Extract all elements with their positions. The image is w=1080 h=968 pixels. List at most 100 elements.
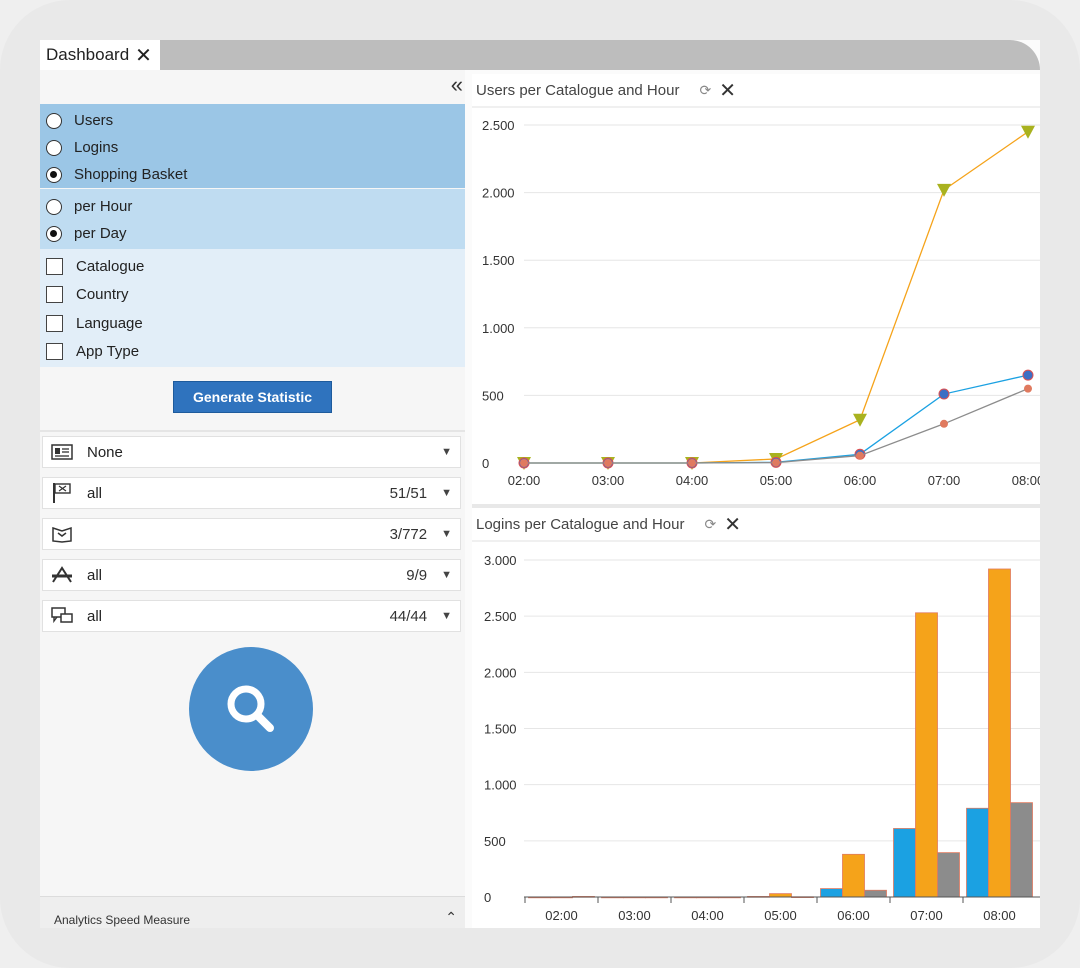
series-line xyxy=(524,374,1029,464)
chevron-down-icon[interactable]: ▼ xyxy=(441,487,452,499)
chevron-down-icon[interactable]: ▼ xyxy=(441,610,452,622)
app-screen: Dashboard ✕ « Users Logins Shopping Bask… xyxy=(40,40,1040,928)
data-point xyxy=(938,388,950,400)
checkbox-label: App Type xyxy=(76,343,140,360)
x-tick-label: 03:00 xyxy=(592,473,625,488)
x-tick-label: 06:00 xyxy=(837,908,870,923)
checkbox-icon xyxy=(46,286,63,303)
chevron-down-icon[interactable]: ▼ xyxy=(441,569,452,581)
refresh-icon[interactable]: ⟳ xyxy=(699,81,712,98)
data-point xyxy=(940,419,948,428)
y-tick-label: 2.000 xyxy=(482,186,515,201)
filter-count: 51/51 xyxy=(389,484,428,502)
tab-strip: Dashboard ✕ xyxy=(40,40,1040,70)
radio-icon xyxy=(46,225,62,242)
filter-label: all xyxy=(87,566,103,584)
tab-label: Dashboard xyxy=(46,45,130,64)
checkbox-icon xyxy=(46,315,63,332)
x-tick-label: 08:00 xyxy=(983,908,1016,923)
chevron-down-icon[interactable]: ▼ xyxy=(441,446,452,458)
close-icon[interactable]: ✕ xyxy=(719,79,736,102)
radio-label: Shopping Basket xyxy=(74,166,188,183)
filter-country[interactable]: all 51/51 ▼ xyxy=(42,477,461,509)
data-point xyxy=(604,459,612,467)
tab-dashboard[interactable]: Dashboard ✕ xyxy=(40,40,160,70)
checkbox-icon xyxy=(46,258,63,275)
data-point xyxy=(772,458,780,467)
data-point xyxy=(853,413,867,427)
generate-statistic-button[interactable]: Generate Statistic xyxy=(173,381,332,413)
filter-user-type[interactable]: None ▼ xyxy=(42,436,461,468)
app-type-icon xyxy=(49,566,75,584)
radio-icon xyxy=(46,166,62,183)
bar xyxy=(820,888,843,898)
catalogue-icon xyxy=(49,525,75,543)
chevron-down-icon[interactable]: ▼ xyxy=(441,528,452,540)
flag-icon xyxy=(49,482,75,504)
filter-count: 3/772 xyxy=(389,525,428,543)
x-tick-label: 06:00 xyxy=(844,473,877,488)
checkbox-label: Country xyxy=(76,286,129,303)
x-tick-label: 08:00 xyxy=(1012,473,1040,488)
y-tick-label: 3.000 xyxy=(484,553,517,568)
chart-title: Logins per Catalogue and Hour xyxy=(476,515,685,533)
collapse-panel-icon[interactable]: « xyxy=(450,72,463,97)
y-tick-label: 1.000 xyxy=(482,321,515,336)
bar xyxy=(937,852,960,898)
filter-label: all xyxy=(87,607,103,625)
speed-measure-bar[interactable]: Analytics Speed Measure ⌃ xyxy=(40,896,465,928)
data-point xyxy=(937,183,951,197)
x-tick-label: 02:00 xyxy=(545,908,578,923)
bar xyxy=(966,807,989,898)
data-point xyxy=(1022,369,1034,381)
refresh-icon[interactable]: ⟳ xyxy=(704,515,717,532)
x-tick-label: 04:00 xyxy=(691,908,724,923)
y-tick-label: 2.500 xyxy=(482,118,515,133)
bar xyxy=(915,612,938,898)
search-button[interactable] xyxy=(189,647,313,771)
filter-app-type[interactable]: all 9/9 ▼ xyxy=(42,559,461,591)
chart-title: Users per Catalogue and Hour xyxy=(476,81,680,99)
expand-icon[interactable]: ⌃ xyxy=(445,909,457,925)
x-tick-label: 04:00 xyxy=(676,473,709,488)
checkbox-language[interactable]: Language xyxy=(46,315,143,332)
radio-users[interactable]: Users xyxy=(46,112,113,129)
checkbox-app-type[interactable]: App Type xyxy=(46,343,139,360)
users-line-chart: 0 500 1.000 1.500 2.000 2.500 02:00 03:00 04:00 0… xyxy=(482,118,1040,488)
data-point xyxy=(856,451,864,460)
filter-catalogue[interactable]: 3/772 ▼ xyxy=(42,518,461,550)
filter-language[interactable]: all 44/44 ▼ xyxy=(42,600,461,632)
y-tick-label: 1.500 xyxy=(484,722,517,737)
checkbox-label: Language xyxy=(76,315,143,332)
radio-logins[interactable]: Logins xyxy=(46,139,118,156)
bar xyxy=(1010,802,1033,898)
bar xyxy=(842,853,865,898)
chart-header: Users per Catalogue and Hour ⟳ ✕ xyxy=(472,74,1040,108)
radio-shopping-basket[interactable]: Shopping Basket xyxy=(46,166,187,183)
checkbox-catalogue[interactable]: Catalogue xyxy=(46,258,144,275)
data-point xyxy=(1024,384,1032,393)
y-tick-label: 1.000 xyxy=(484,778,517,793)
radio-label: Logins xyxy=(74,139,119,156)
users-chart-panel: Users per Catalogue and Hour ⟳ ✕ 0 500 1.0… xyxy=(472,74,1040,504)
data-point xyxy=(688,459,696,467)
radio-per-day[interactable]: per Day xyxy=(46,225,127,242)
generate-area: Generate Statistic xyxy=(40,367,465,427)
bar xyxy=(864,889,887,898)
logins-bar-chart: 0 500 1.000 1.500 2.000 2.500 3.000 02:00 03:00 0… xyxy=(484,553,1040,923)
series-line xyxy=(524,131,1029,464)
y-tick-label: 0 xyxy=(484,890,491,905)
radio-label: Users xyxy=(74,112,114,129)
bar xyxy=(769,893,792,898)
speed-measure-label: Analytics Speed Measure xyxy=(54,913,191,927)
checkbox-country[interactable]: Country xyxy=(46,286,129,303)
checkbox-label: Catalogue xyxy=(76,258,145,275)
x-tick-label: 02:00 xyxy=(508,473,541,488)
radio-icon xyxy=(46,198,62,215)
metric-options: Users Logins Shopping Basket xyxy=(40,104,465,188)
id-card-icon xyxy=(49,444,75,460)
close-icon[interactable]: ✕ xyxy=(724,513,741,536)
radio-per-hour[interactable]: per Hour xyxy=(46,198,132,215)
radio-icon xyxy=(46,139,62,156)
close-icon[interactable]: ✕ xyxy=(135,44,152,67)
